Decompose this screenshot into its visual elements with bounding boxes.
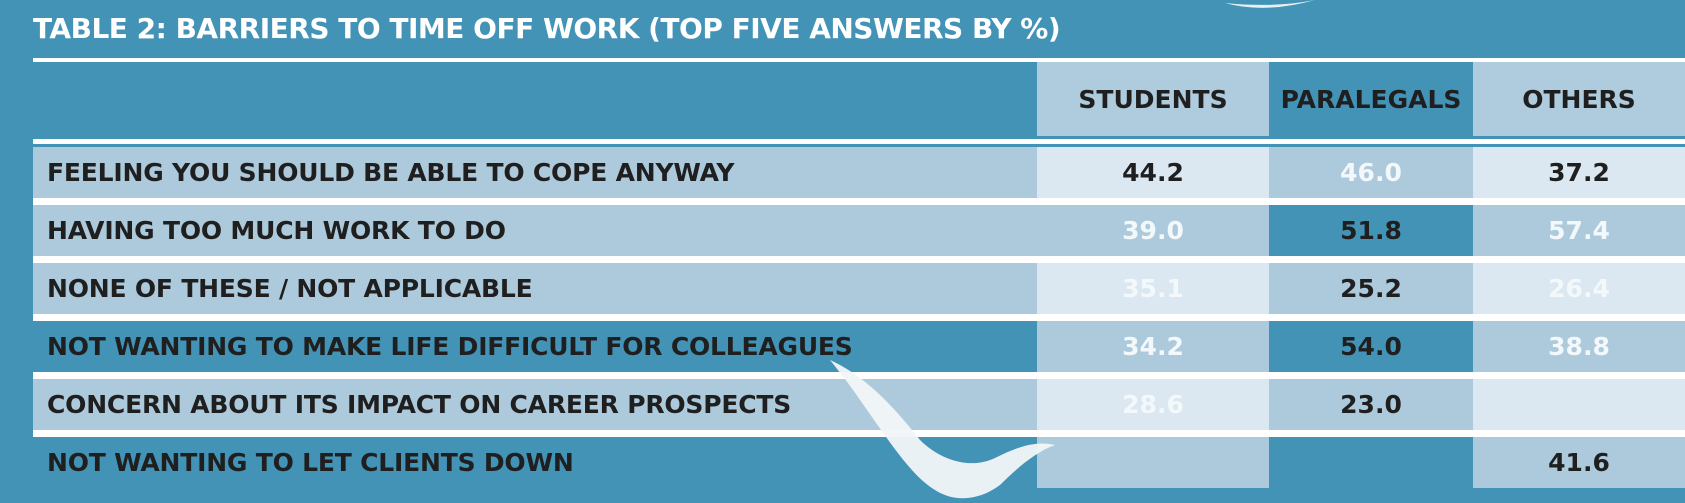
- table-row: NOT WANTING TO MAKE LIFE DIFFICULT FOR C…: [33, 314, 1685, 372]
- row-separator: [33, 372, 1685, 379]
- value-others: 57.4: [1473, 205, 1685, 256]
- table-row: HAVING TOO MUCH WORK TO DO 39.0 51.8 57.4: [33, 198, 1685, 256]
- value-paralegals: 51.8: [1269, 205, 1473, 256]
- value-others: 26.4: [1473, 263, 1685, 314]
- table-row: NONE OF THESE / NOT APPLICABLE 35.1 25.2 26…: [33, 256, 1685, 314]
- row-separator: [33, 314, 1685, 321]
- value-others: [1473, 379, 1685, 430]
- value-students: 34.2: [1037, 321, 1269, 372]
- value-others: 38.8: [1473, 321, 1685, 372]
- value-students: [1037, 437, 1269, 488]
- header-label-cell: [33, 62, 1037, 136]
- table-header-row: STUDENTS PARALEGALS OTHERS: [33, 62, 1685, 136]
- value-students: 28.6: [1037, 379, 1269, 430]
- barriers-table: STUDENTS PARALEGALS OTHERS FEELING YOU S…: [33, 62, 1685, 488]
- row-label: HAVING TOO MUCH WORK TO DO: [33, 205, 1037, 256]
- value-others: 41.6: [1473, 437, 1685, 488]
- value-others: 37.2: [1473, 147, 1685, 198]
- table-row: FEELING YOU SHOULD BE ABLE TO COPE ANYWA…: [33, 147, 1685, 198]
- row-label: NOT WANTING TO MAKE LIFE DIFFICULT FOR C…: [33, 321, 1037, 372]
- table-row: NOT WANTING TO LET CLIENTS DOWN 41.6: [33, 430, 1685, 488]
- row-label: CONCERN ABOUT ITS IMPACT ON CAREER PROSP…: [33, 379, 1037, 430]
- value-paralegals: 54.0: [1269, 321, 1473, 372]
- value-students: 44.2: [1037, 147, 1269, 198]
- value-students: 39.0: [1037, 205, 1269, 256]
- row-separator: [33, 198, 1685, 205]
- row-label: FEELING YOU SHOULD BE ABLE TO COPE ANYWA…: [33, 147, 1037, 198]
- header-students: STUDENTS: [1037, 62, 1269, 136]
- value-paralegals: 23.0: [1269, 379, 1473, 430]
- header-gap: [33, 136, 1685, 147]
- row-label: NOT WANTING TO LET CLIENTS DOWN: [33, 437, 1037, 488]
- row-separator: [33, 430, 1685, 437]
- header-paralegals: PARALEGALS: [1269, 62, 1473, 136]
- value-paralegals: 25.2: [1269, 263, 1473, 314]
- header-rule: [33, 139, 1685, 144]
- table-body: FEELING YOU SHOULD BE ABLE TO COPE ANYWA…: [33, 147, 1685, 488]
- row-separator: [33, 256, 1685, 263]
- table-row: CONCERN ABOUT ITS IMPACT ON CAREER PROSP…: [33, 372, 1685, 430]
- row-label: NONE OF THESE / NOT APPLICABLE: [33, 263, 1037, 314]
- value-paralegals: [1269, 437, 1473, 488]
- title-rule: [33, 58, 1685, 62]
- value-students: 35.1: [1037, 263, 1269, 314]
- value-paralegals: 46.0: [1269, 147, 1473, 198]
- header-others: OTHERS: [1473, 62, 1685, 136]
- bird-top-icon: [1225, 0, 1315, 8]
- table-title: TABLE 2: BARRIERS TO TIME OFF WORK (TOP …: [33, 12, 1061, 45]
